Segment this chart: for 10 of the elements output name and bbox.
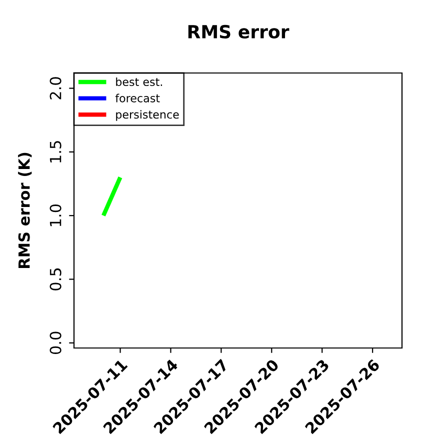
- y-axis-title: RMS error (K): [18, 152, 32, 268]
- y-tick-label: 0.0: [50, 332, 62, 354]
- legend-label: persistence: [116, 110, 179, 121]
- y-tick-label: 1.0: [50, 204, 62, 226]
- y-tick-label: 2.0: [50, 77, 62, 100]
- y-tick-label: 1.5: [50, 141, 62, 162]
- y-tick-label: 0.5: [50, 268, 62, 290]
- legend-label: best est.: [116, 77, 162, 86]
- chart-title: RMS error: [188, 24, 290, 39]
- legend-label: forecast: [115, 94, 160, 102]
